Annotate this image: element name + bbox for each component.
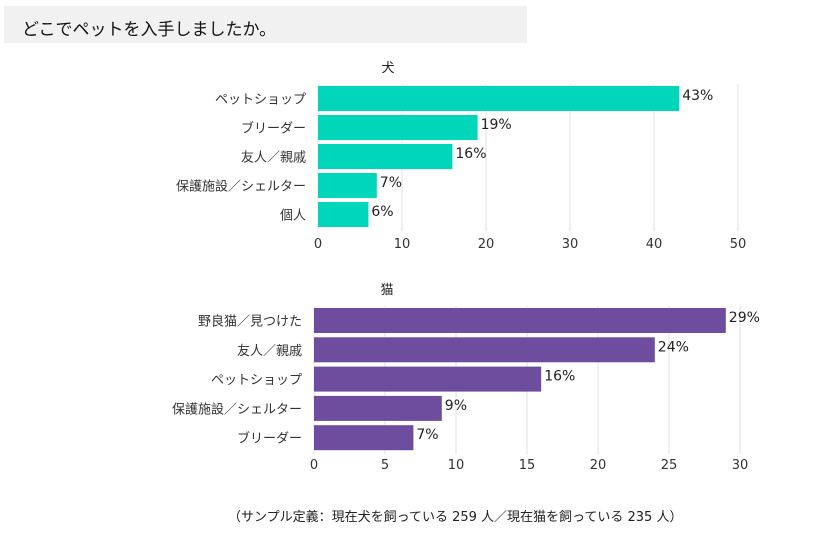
x-tick-label: 30 xyxy=(732,458,749,473)
data-label: 24% xyxy=(658,339,689,355)
category-label: ペットショップ xyxy=(211,373,302,388)
data-label: 6% xyxy=(371,204,393,220)
category-label: 友人／親戚 xyxy=(237,343,302,359)
data-label: 7% xyxy=(380,175,402,191)
category-label: ブリーダー xyxy=(237,431,302,447)
data-label: 16% xyxy=(455,146,486,162)
x-tick-label: 25 xyxy=(661,458,678,473)
category-label: ペットショップ xyxy=(215,93,306,108)
footnote: （サンプル定義：現在犬を飼っている 259 人／現在猫を飼っている 235 人） xyxy=(228,510,683,525)
category-label: 友人／親戚 xyxy=(241,150,306,166)
bar xyxy=(314,425,414,451)
bar xyxy=(314,337,655,363)
bar xyxy=(314,366,542,392)
data-label: 29% xyxy=(729,310,760,326)
question-header: どこでペットを入手しましたか。 xyxy=(4,6,527,43)
x-tick-label: 30 xyxy=(562,237,579,252)
data-label: 9% xyxy=(445,398,467,414)
x-tick-label: 20 xyxy=(478,237,495,252)
bar xyxy=(318,115,478,140)
category-label: 野良猫／見つけた xyxy=(198,314,302,330)
category-label: 保護施設／シェルター xyxy=(172,401,302,417)
bar xyxy=(318,86,680,111)
x-tick-label: 40 xyxy=(646,237,663,252)
data-label: 16% xyxy=(544,369,575,385)
chart-title: 犬 xyxy=(381,61,394,76)
data-label: 43% xyxy=(682,88,713,104)
category-label: 個人 xyxy=(280,209,306,224)
bar xyxy=(318,202,369,227)
x-tick-label: 10 xyxy=(394,237,411,252)
x-tick-label: 5 xyxy=(381,458,389,473)
data-label: 19% xyxy=(481,117,512,133)
x-tick-label: 20 xyxy=(590,458,607,473)
x-tick-label: 0 xyxy=(314,237,322,252)
bar xyxy=(318,144,453,169)
x-tick-label: 50 xyxy=(730,237,747,252)
category-label: ブリーダー xyxy=(241,121,306,137)
data-label: 7% xyxy=(416,427,438,443)
x-tick-label: 10 xyxy=(448,458,465,473)
question-text: どこでペットを入手しましたか。 xyxy=(22,20,277,40)
chart-title: 猫 xyxy=(380,283,393,298)
x-tick-label: 15 xyxy=(519,458,536,473)
category-label: 保護施設／シェルター xyxy=(176,179,306,195)
bar xyxy=(314,308,726,333)
bar xyxy=(318,173,377,198)
bar xyxy=(314,395,442,421)
x-tick-label: 0 xyxy=(310,458,318,473)
